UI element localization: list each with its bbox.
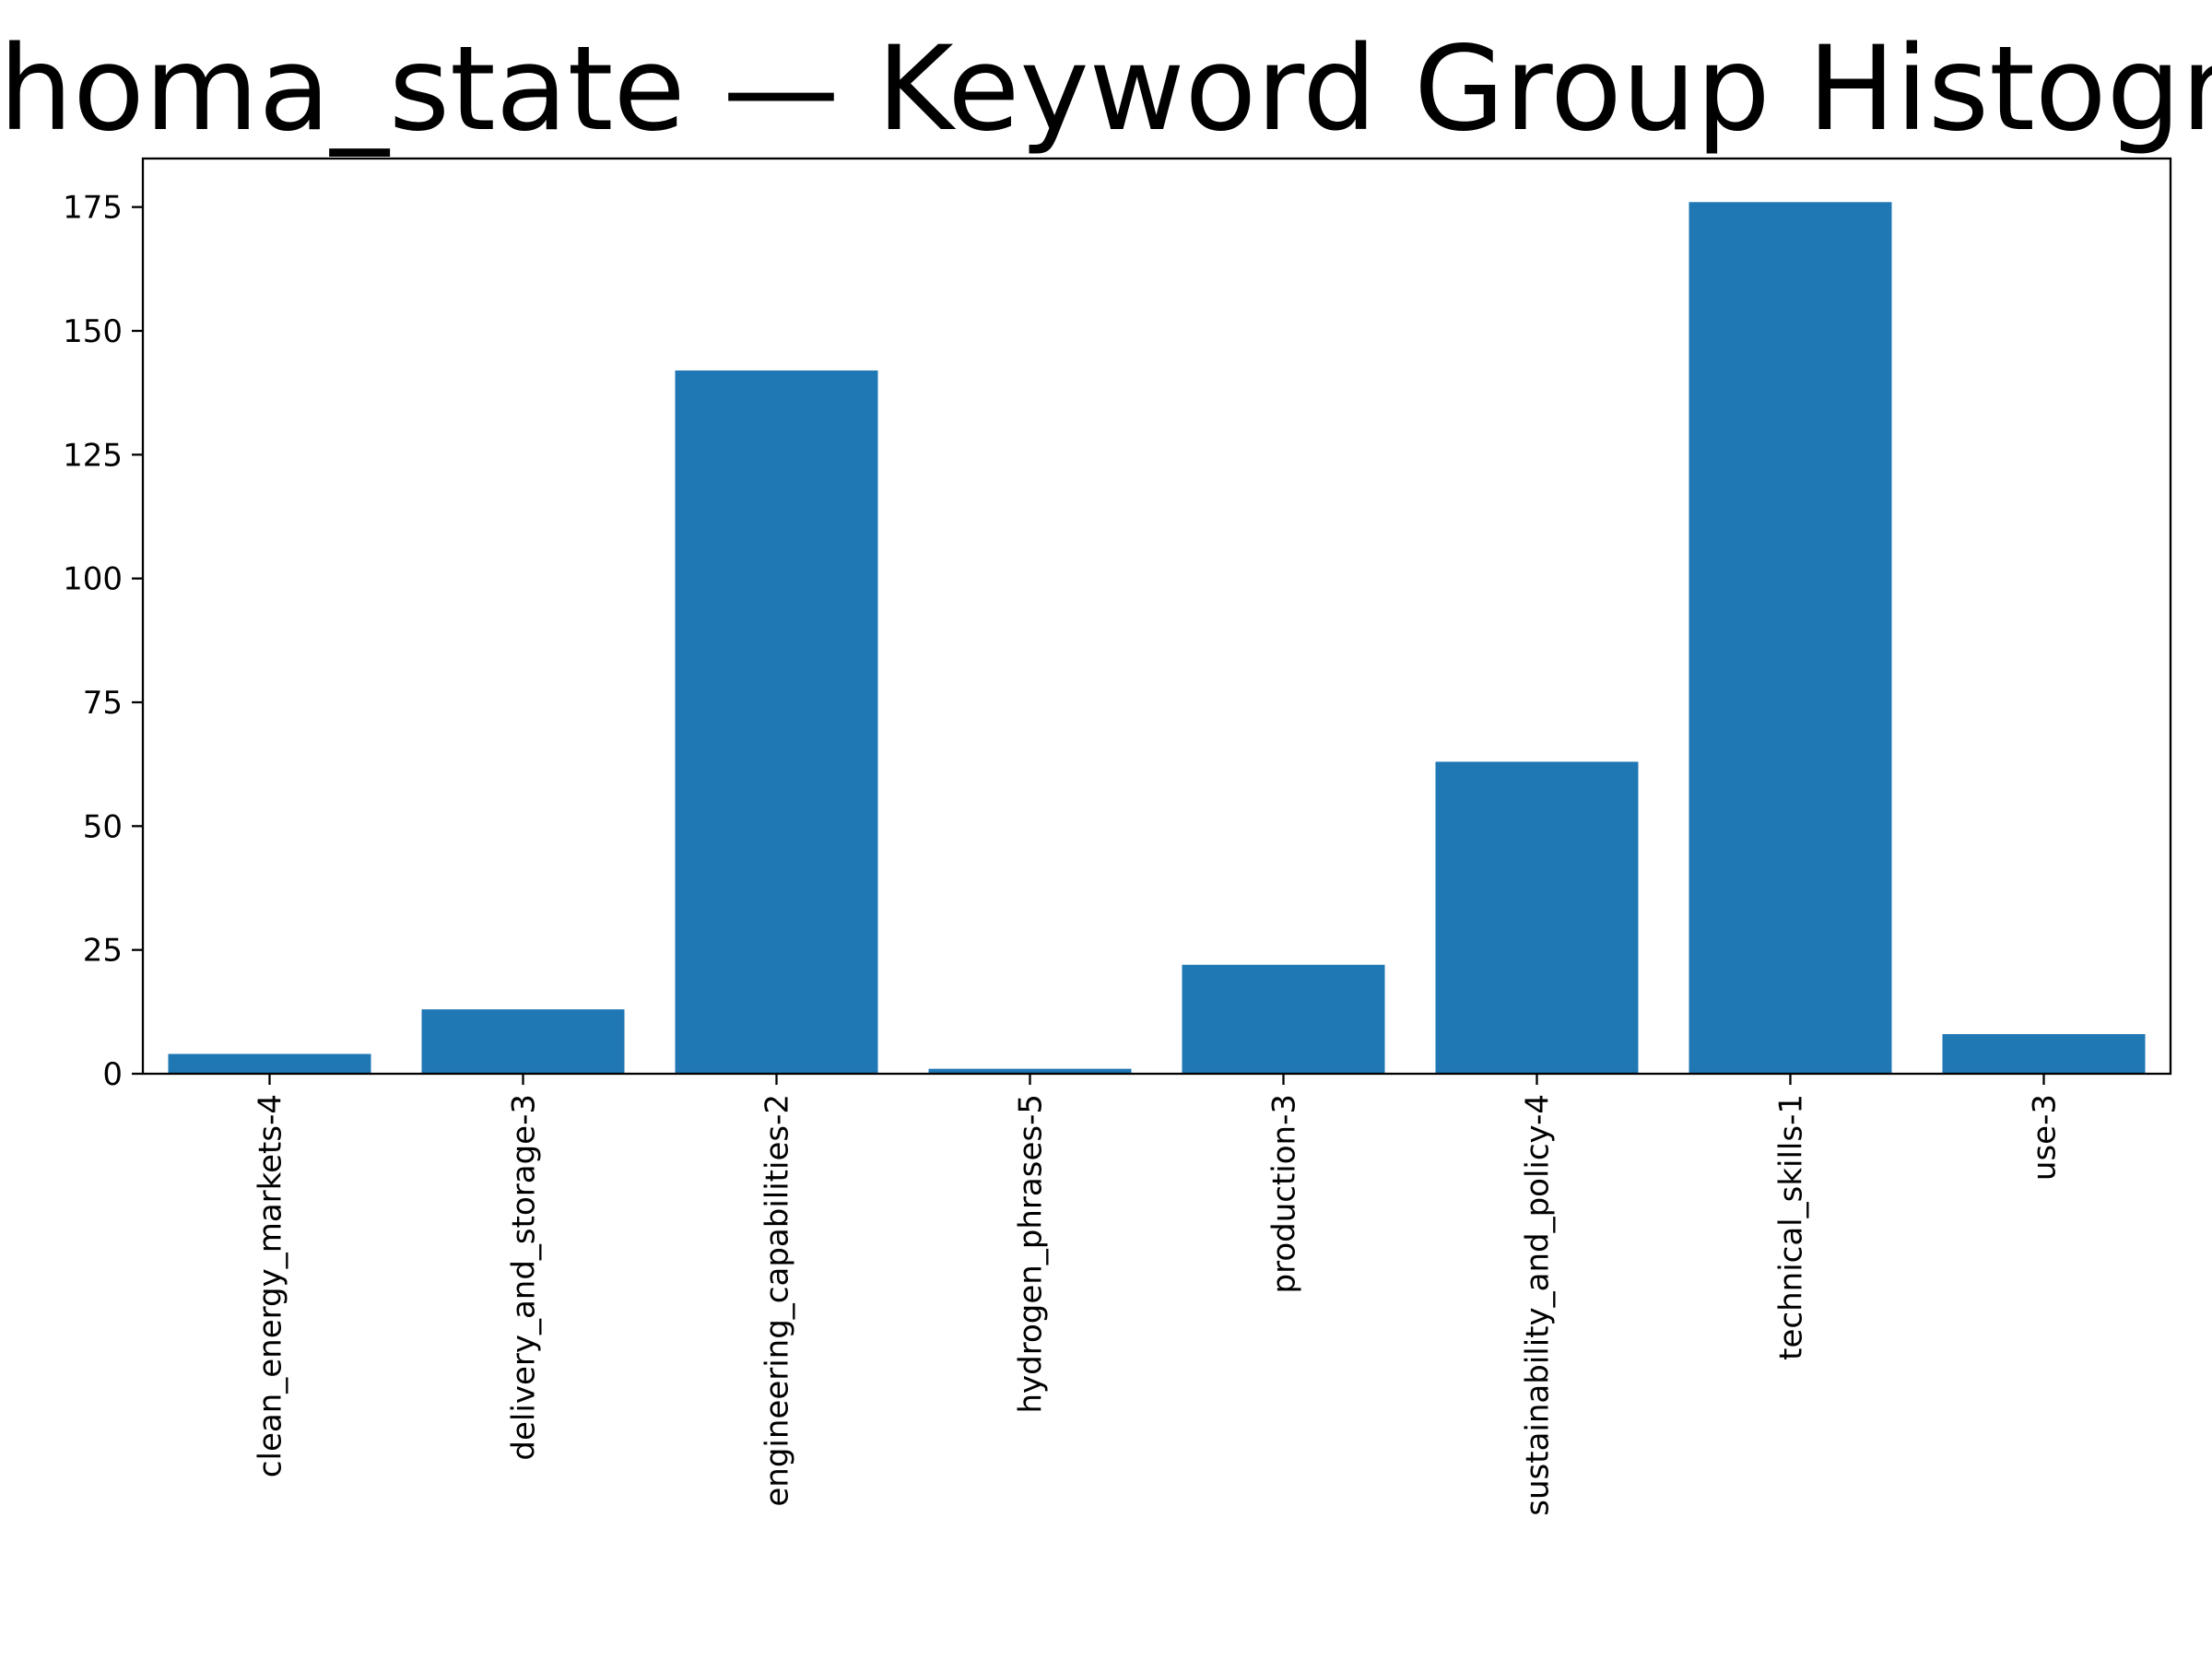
y-tick-label: 150: [63, 313, 123, 350]
x-tick-label: hydrogen_phrases-5: [1013, 1094, 1050, 1414]
y-tick-label: 125: [63, 437, 123, 474]
x-tick-label: production-3: [1266, 1094, 1303, 1293]
x-tick-label: engineering_capabilities-2: [759, 1094, 796, 1507]
bar-engineering_capabilities-2: [675, 370, 878, 1074]
chart-title: Oklahoma_state — Keyword Group Histogram: [0, 20, 2212, 157]
bar-production-3: [1182, 964, 1385, 1074]
plot-area-frame: [141, 157, 2172, 1076]
bar-sustainability_and_policy-4: [1435, 761, 1639, 1074]
y-tick-label: 175: [63, 190, 123, 227]
y-tick-label: 0: [102, 1056, 123, 1093]
y-tick-label: 75: [83, 685, 123, 722]
x-tick-label: sustainability_and_policy-4: [1520, 1094, 1557, 1516]
x-tick-label: clean_energy_markets-4: [253, 1094, 289, 1477]
x-tick-label: technical_skills-1: [1773, 1094, 1810, 1360]
bar-hydrogen_phrases-5: [928, 1068, 1132, 1074]
bar-use-3: [1942, 1034, 2146, 1074]
y-axis: 0 25 50 75 100 125 150 175: [63, 190, 143, 1093]
y-tick-label: 50: [83, 808, 123, 845]
x-tick-label: use-3: [2027, 1094, 2064, 1181]
bar-clean_energy_markets-4: [168, 1053, 371, 1074]
x-axis: clean_energy_markets-4 delivery_and_stora…: [253, 1074, 2064, 1516]
bar-delivery_and_storage-3: [421, 1009, 625, 1074]
bars-group: [168, 202, 2146, 1075]
x-tick-label: delivery_and_storage-3: [506, 1094, 543, 1461]
y-tick-label: 25: [83, 933, 123, 970]
y-tick-label: 100: [63, 561, 123, 598]
bar-technical_skills-1: [1688, 202, 1892, 1075]
